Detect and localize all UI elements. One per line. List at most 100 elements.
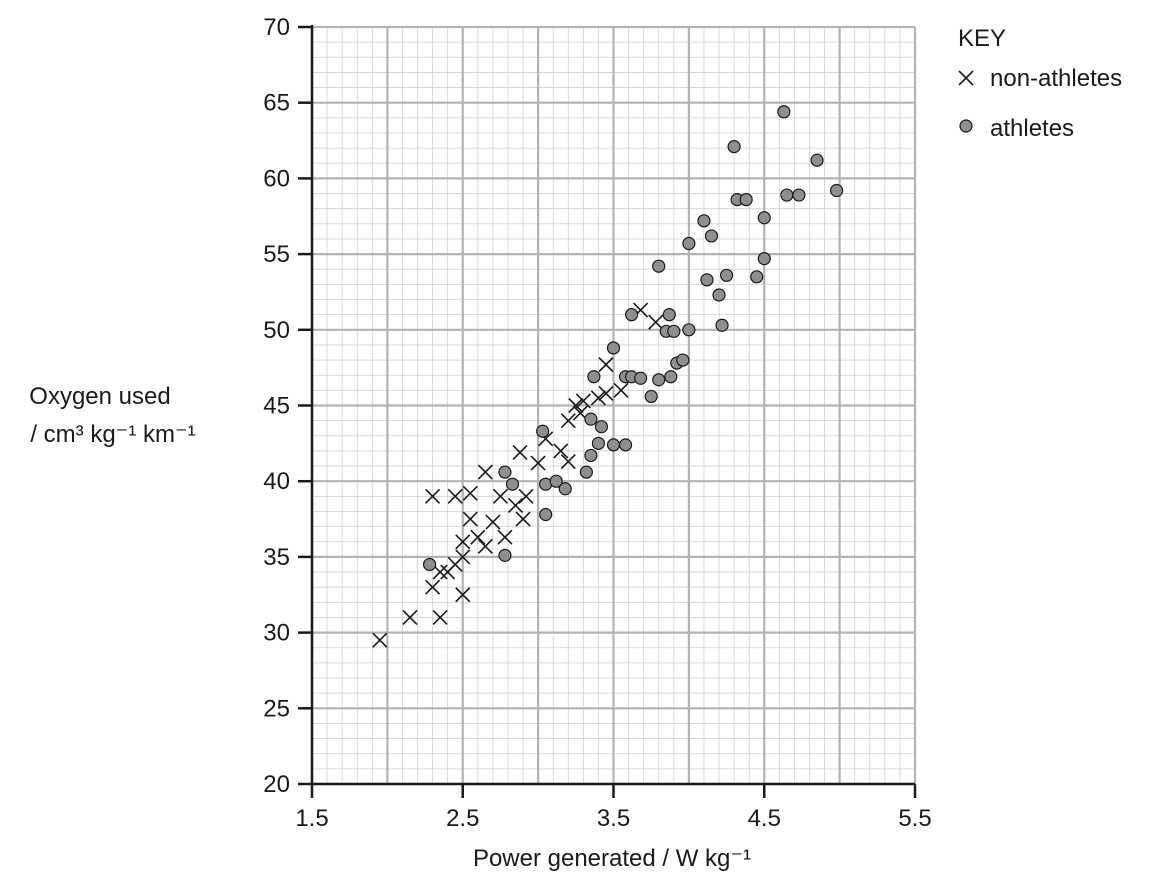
non-athlete-point: [497, 529, 513, 545]
non-athlete-point: [560, 453, 576, 470]
athlete-point: [682, 323, 696, 337]
athlete-point: [757, 211, 771, 225]
athlete-point: [719, 268, 734, 282]
legend: KEY non-athletes athletes: [958, 25, 1122, 142]
athlete-point: [579, 465, 593, 479]
athlete-point: [584, 412, 598, 426]
athlete-point: [757, 252, 771, 266]
data-points: [372, 105, 844, 648]
athlete-point: [591, 436, 606, 450]
y-tick-label: 35: [263, 544, 290, 571]
x-tick-label: 2.5: [446, 805, 479, 832]
athlete-point: [549, 474, 563, 488]
athlete-point: [606, 438, 621, 452]
ticks: 20 25 30 35 40 45 50 55 60 65 70 1.5 2.5 3.5 4.5 5.5: [263, 14, 931, 832]
y-tick-label: 45: [263, 393, 290, 420]
athlete-point: [539, 507, 553, 522]
athlete-point: [667, 324, 681, 338]
athlete-point: [727, 140, 741, 154]
non-athlete-point: [598, 357, 614, 373]
non-athlete-point: [590, 390, 606, 406]
non-athlete-point: [425, 488, 441, 504]
non-athlete-point: [512, 444, 528, 460]
athlete-point: [587, 370, 601, 384]
non-athlete-point: [455, 534, 471, 550]
athlete-point: [536, 424, 550, 438]
non-athlete-point: [515, 511, 531, 527]
athlete-point: [558, 482, 572, 496]
x-tick-label: 5.5: [898, 805, 931, 832]
non-athlete-point: [507, 497, 524, 513]
x-axis-title: Power generated / W kg⁻¹: [473, 845, 751, 872]
athlete-point: [792, 188, 806, 202]
athlete-point: [624, 308, 639, 322]
y-tick-label: 30: [263, 620, 290, 647]
non-athlete-point: [492, 488, 509, 504]
y-tick-label: 20: [263, 771, 290, 798]
y-tick-label: 40: [263, 468, 290, 495]
y-axis-title-line2: / cm³ kg⁻¹ km⁻¹: [30, 421, 195, 448]
non-athlete-point: [477, 538, 493, 554]
legend-title: KEY: [958, 25, 1006, 52]
athlete-point: [422, 557, 437, 572]
athlete-point: [606, 341, 621, 355]
non-athlete-point: [477, 464, 493, 480]
athlete-point: [618, 438, 633, 452]
athlete-point: [676, 353, 690, 367]
y-axis-title-line1: Oxygen used: [29, 383, 170, 410]
legend-entry-non-athletes: non-athletes: [990, 65, 1122, 92]
legend-circle-icon: [959, 119, 973, 133]
non-athlete-point: [455, 549, 471, 565]
y-tick-label: 60: [263, 165, 290, 192]
athlete-point: [697, 214, 711, 228]
non-athlete-point: [518, 488, 534, 504]
non-athlete-point: [648, 314, 664, 330]
non-athlete-point: [432, 609, 448, 626]
athlete-point: [652, 373, 666, 387]
non-athlete-point: [402, 609, 418, 626]
non-athlete-point: [613, 382, 629, 398]
y-tick-label: 70: [263, 14, 290, 41]
y-tick-label: 55: [263, 241, 290, 268]
non-athlete-point: [530, 455, 546, 471]
athlete-point: [505, 477, 520, 491]
x-tick-label: 1.5: [295, 805, 328, 832]
athlete-point: [664, 370, 678, 384]
athlete-point: [704, 229, 719, 243]
athlete-point: [634, 371, 648, 385]
non-athlete-point: [372, 632, 388, 648]
athlete-point: [498, 465, 512, 479]
non-athlete-point: [485, 514, 501, 530]
athlete-point: [810, 153, 824, 167]
athlete-point: [739, 192, 753, 207]
non-athlete-point: [568, 397, 584, 414]
y-tick-label: 65: [263, 90, 290, 117]
non-athlete-point: [560, 413, 576, 429]
athlete-point: [777, 105, 791, 119]
non-athlete-point: [575, 393, 591, 409]
non-athlete-point: [553, 443, 569, 459]
athlete-point: [712, 288, 726, 302]
y-tick-label: 50: [263, 317, 290, 344]
non-athlete-point: [470, 529, 486, 545]
athlete-point: [652, 259, 666, 273]
non-athlete-point: [462, 485, 478, 501]
non-athlete-point: [598, 385, 614, 401]
x-tick-label: 4.5: [748, 805, 781, 832]
athlete-point: [662, 308, 676, 322]
legend-entry-athletes: athletes: [990, 115, 1074, 142]
athlete-point: [682, 236, 696, 251]
athlete-point: [780, 188, 794, 202]
athlete-point: [715, 318, 729, 332]
athlete-point: [498, 548, 512, 562]
athlete-point: [700, 273, 714, 287]
athlete-point: [644, 389, 658, 404]
legend-cross-icon: [958, 70, 974, 86]
non-athlete-point: [447, 488, 463, 504]
non-athlete-point: [455, 587, 471, 603]
athlete-point: [594, 420, 609, 434]
x-tick-label: 3.5: [597, 805, 630, 832]
athlete-point: [830, 183, 844, 198]
athlete-point: [584, 448, 598, 463]
